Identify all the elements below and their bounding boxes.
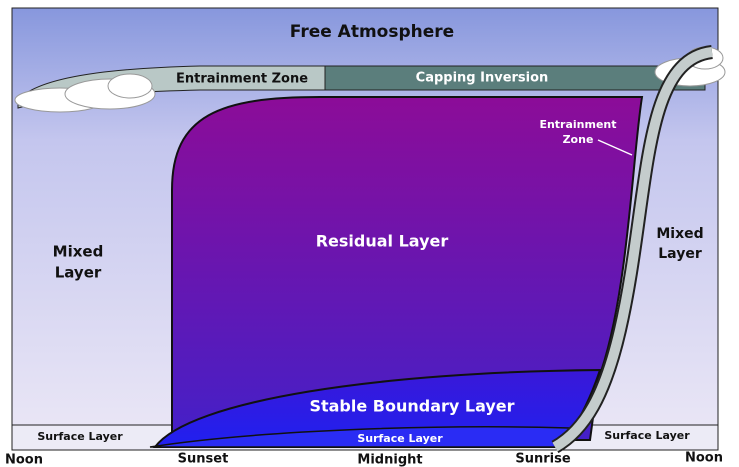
label: Residual Layer [316,232,449,251]
label: Surface Layer [357,432,443,445]
label: Layer [55,264,102,282]
cloud-left [14,73,156,113]
residual-layer [171,96,644,441]
entrainment-curve [552,47,713,452]
label: Surface Layer [604,429,690,442]
label: Entrainment [539,118,616,131]
surface-layer-night [149,426,572,448]
label: Capping Inversion [416,71,549,86]
label: Entrainment Zone [176,72,308,87]
time-label: Sunset [178,452,229,467]
time-label: Noon [5,453,43,467]
time-label: Noon [685,451,723,466]
label: Mixed [53,243,104,261]
label: Layer [658,246,702,262]
time-label: Sunrise [515,452,570,467]
label: Surface Layer [37,430,123,443]
time-label: Midnight [357,453,422,467]
title: Free Atmosphere [290,22,454,42]
label: Stable Boundary Layer [309,397,514,416]
pointer-line [597,139,633,156]
capping-inversion-band [324,65,706,91]
label: Zone [563,133,594,146]
label: Mixed [656,226,703,242]
